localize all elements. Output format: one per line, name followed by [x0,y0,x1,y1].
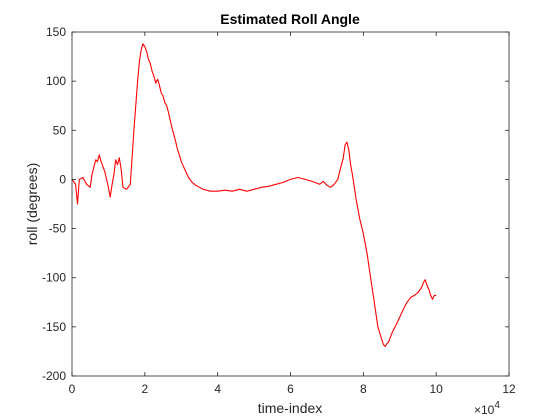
y-tick-label: -150 [42,320,66,334]
x-tick-label: 2 [141,382,148,396]
roll-angle-line [71,43,437,348]
y-tick-label: -200 [42,369,66,383]
y-tick-label: -100 [42,271,66,285]
x-tick-label: 0 [69,382,76,396]
y-tick-label: 50 [53,123,67,137]
x-axis-label: time-index [258,400,323,416]
x-tick-label: 6 [287,382,294,396]
x-axis-multiplier-base: ×10 [474,403,495,417]
y-tick-label: 150 [46,25,66,39]
chart-title: Estimated Roll Angle [220,11,360,27]
y-tick-label: -50 [49,222,67,236]
x-axis-multiplier-exponent: 4 [494,400,500,411]
x-tick-label: 8 [360,382,367,396]
plot-area-background [72,32,509,376]
y-tick-label: 0 [59,172,66,186]
ticks-layer: 0 2 4 6 8 10 12 -200 -150 -100 -50 0 50 100 150 [42,25,516,396]
y-tick-label: 100 [46,74,66,88]
y-axis-label: roll (degrees) [24,163,40,245]
x-tick-label: 10 [429,382,443,396]
series-layer [71,43,437,348]
x-tick-label: 12 [502,382,516,396]
x-axis-multiplier: ×104 [474,400,500,417]
x-tick-label: 4 [214,382,221,396]
